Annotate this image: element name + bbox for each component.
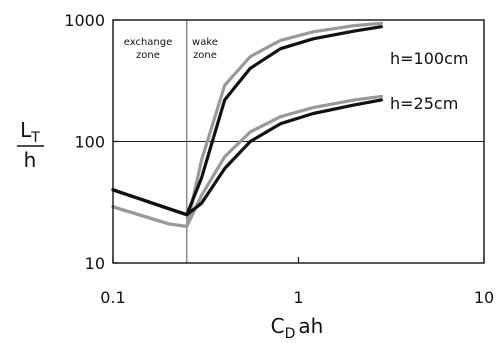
x-axis-label-sub: D: [285, 326, 296, 342]
annotation-h100: h=100cm: [390, 49, 468, 68]
x-tick-label-1: 1: [293, 288, 303, 307]
zone-label-right-line2: zone: [193, 50, 217, 61]
annotation-h25: h=25cm: [390, 94, 458, 113]
x-axis-label-suffix: ah: [298, 314, 323, 338]
x-tick-label-2: 10: [474, 288, 494, 307]
y-tick-label-0: 10: [85, 254, 105, 273]
x-axis-label: CD ah: [271, 314, 324, 342]
zone-label-left-line2: zone: [136, 50, 160, 61]
x-tick-label-0: 0.1: [100, 288, 125, 307]
series-line-3: [111, 94, 383, 228]
x-axis-label-main: C: [271, 314, 285, 338]
zone-label-right-line1: wake: [192, 37, 218, 48]
y-tick-label-1: 100: [74, 133, 105, 152]
series-line-4: [111, 98, 383, 217]
y-axis-label-num-main: L: [20, 118, 32, 142]
y-tick-label-2: 1000: [64, 11, 105, 30]
y-axis-label-num-sub: T: [30, 130, 40, 146]
zone-label-left-line1: exchange: [124, 37, 173, 48]
tick-layer: 0.1 1 10 10 100 1000: [64, 11, 494, 307]
y-axis-label-numerator: LT: [20, 118, 40, 146]
y-axis-label-denominator: h: [24, 148, 37, 172]
series-layer: [111, 21, 383, 228]
